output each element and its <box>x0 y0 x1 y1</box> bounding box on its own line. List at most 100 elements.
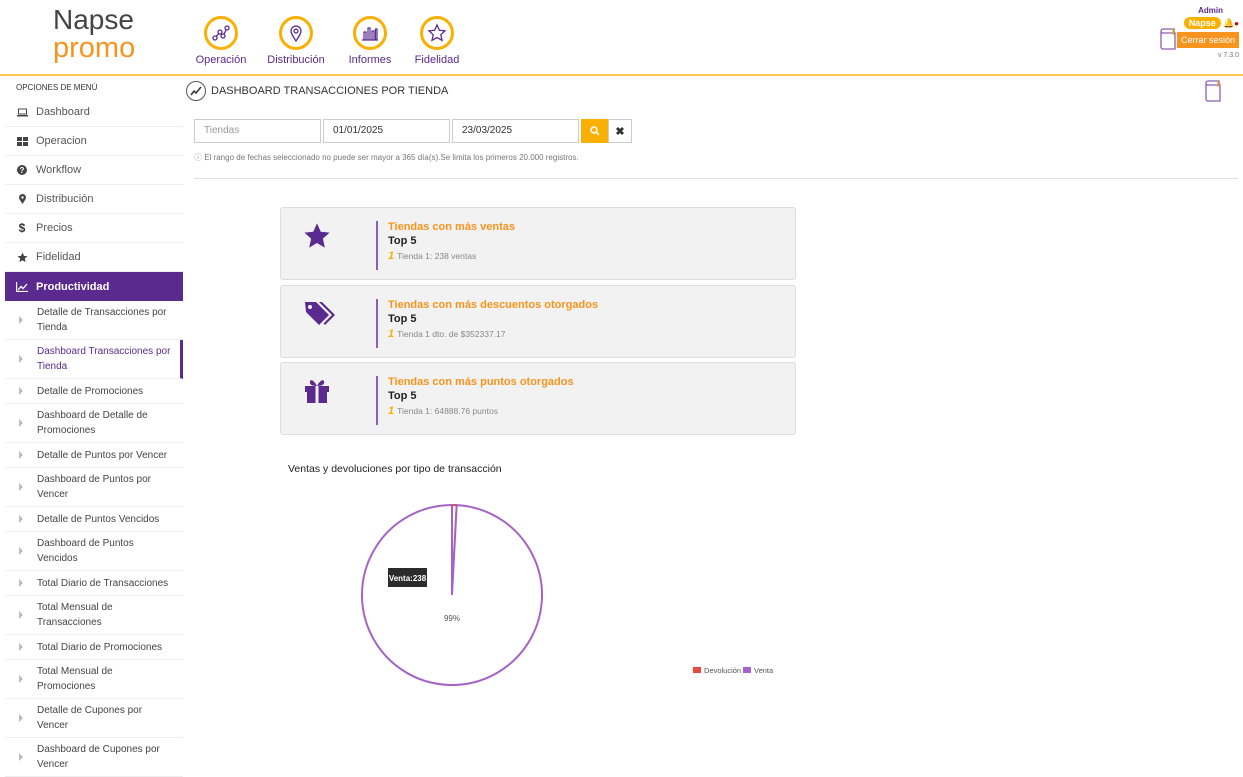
close-icon: ✖ <box>615 125 625 138</box>
book-icon[interactable] <box>1159 28 1177 55</box>
gift-icon <box>303 377 331 410</box>
sidebar: OPCIONES DE MENÚ Dashboard Operacion? Work… <box>5 78 183 777</box>
clear-button[interactable]: ✖ <box>608 119 632 143</box>
caret-right-icon <box>19 387 23 395</box>
grid-icon <box>16 136 28 146</box>
nav-distribucion[interactable]: Distribución <box>256 16 336 66</box>
card-detail: Tienda 1 dto. de $352337.17 <box>397 328 506 339</box>
caret-right-icon <box>19 515 23 523</box>
nav-label: Fidelidad <box>414 54 460 66</box>
caret-right-icon <box>19 753 23 761</box>
sidebar-item-label: Workflow <box>36 164 82 176</box>
nav-operacion[interactable]: Operación <box>181 16 261 66</box>
caret-right-icon <box>19 675 23 683</box>
version-label: v 7.3.0 <box>1217 52 1239 59</box>
summary-card: Tiendas con más puntos otorgados Top 5 1 Ti… <box>280 362 796 435</box>
submenu-item[interactable]: Dashboard de Cupones por Vencer <box>5 738 183 777</box>
legend-swatch <box>743 667 751 673</box>
svg-text:?: ? <box>20 166 25 175</box>
divider <box>194 178 1238 179</box>
book-icon[interactable] <box>1204 80 1222 107</box>
tags-icon <box>303 300 335 333</box>
bell-icon[interactable]: 🔔 <box>1222 18 1235 28</box>
legend-label[interactable]: Venta <box>754 666 774 675</box>
submenu-item[interactable]: Detalle de Promociones <box>5 379 183 404</box>
submenu-item[interactable]: Total Diario de Promociones <box>5 635 183 660</box>
bar-chart-icon <box>353 16 387 50</box>
submenu-label: Detalle de Puntos por Vencer <box>37 449 168 461</box>
sidebar-item-label: Operacion <box>36 135 87 147</box>
store-input[interactable]: Tiendas <box>194 119 321 143</box>
submenu-label: Detalle de Promociones <box>37 385 144 397</box>
submenu-item[interactable]: Detalle de Cupones por Vencer <box>5 699 183 738</box>
tooltip-text: Venta:238 <box>389 574 427 583</box>
sidebar-item-label: Dashboard <box>36 106 90 118</box>
pie-slice-venta[interactable] <box>361 503 543 686</box>
dollar-icon: $ <box>18 221 26 235</box>
submenu-item[interactable]: Detalle de Puntos Vencidos <box>5 507 183 532</box>
caret-right-icon <box>19 611 23 619</box>
submenu-label: Dashboard de Puntos por Vencer <box>37 474 151 500</box>
rank-number: 1 <box>388 405 395 417</box>
sidebar-title: OPCIONES DE MENÚ <box>16 83 98 92</box>
nav-fidelidad[interactable]: Fidelidad <box>397 16 477 66</box>
submenu-label: Total Mensual de Promociones <box>37 666 113 692</box>
sidebar-item-label: Precios <box>36 222 73 234</box>
date-to-input[interactable]: 23/03/2025 <box>452 119 579 143</box>
logo-text-1: Napse <box>53 4 134 35</box>
submenu-label: Total Diario de Promociones <box>37 641 163 653</box>
org-badge[interactable]: Napse <box>1183 17 1221 29</box>
sidebar-item-precios[interactable]: $ Precios <box>5 214 183 243</box>
sidebar-item-fidelidad[interactable]: Fidelidad <box>5 243 183 272</box>
submenu-label: Total Mensual de Transacciones <box>37 602 113 628</box>
submenu-item[interactable]: Dashboard de Detalle de Promociones <box>5 404 183 443</box>
filter-bar: Tiendas 01/01/2025 23/03/2025 ✖ <box>194 119 632 143</box>
card-title: Tiendas con más descuentos otorgados <box>388 298 599 311</box>
logo-text-2: promo <box>53 32 136 64</box>
submenu-item[interactable]: Dashboard de Puntos Vencidos <box>5 532 183 571</box>
submenu-item[interactable]: Total Mensual de Transacciones <box>5 596 183 635</box>
sidebar-item-productividad[interactable]: Productividad <box>5 272 183 301</box>
nav-informes[interactable]: Informes <box>330 16 410 66</box>
date-from-input[interactable]: 01/01/2025 <box>323 119 450 143</box>
search-button[interactable] <box>581 119 608 143</box>
sidebar-item-label: Productividad <box>36 280 110 293</box>
star-icon <box>420 16 454 50</box>
sidebar-item-operacion[interactable]: Operacion <box>5 127 183 156</box>
submenu-label: Dashboard de Cupones por Vencer <box>37 744 160 770</box>
card-detail: Tienda 1: 64888.76 puntos <box>397 406 498 416</box>
caret-right-icon <box>19 547 23 555</box>
chart-title: Ventas y devoluciones por tipo de transa… <box>288 463 502 475</box>
sidebar-item-dashboard[interactable]: Dashboard <box>5 98 183 127</box>
submenu-item[interactable]: Detalle de Transacciones por Tienda <box>5 301 183 340</box>
submenu-item[interactable]: Total Mensual de Promociones <box>5 660 183 699</box>
napse-promo-logo[interactable]: Napse promo <box>53 4 136 64</box>
card-detail: Tienda 1: 238 ventas <box>397 251 477 261</box>
nav-label: Operación <box>195 54 247 66</box>
nav-label: Distribución <box>267 54 325 66</box>
page-title-text: DASHBOARD TRANSACCIONES POR TIENDA <box>211 85 449 97</box>
rank-number: 1 <box>388 250 395 262</box>
legend-label[interactable]: Devolución <box>704 666 741 675</box>
submenu-item[interactable]: Detalle de Puntos por Vencer <box>5 443 183 468</box>
top-header: Napse promo Operación Distribución Infor… <box>0 0 1243 76</box>
submenu-item[interactable]: Dashboard de Puntos por Vencer <box>5 468 183 507</box>
graph-icon <box>204 16 238 50</box>
question-icon: ? <box>16 165 28 175</box>
legend-swatch <box>693 667 701 673</box>
sidebar-item-distribución[interactable]: Distribución <box>5 185 183 214</box>
sidebar-item-workflow[interactable]: ? Workflow <box>5 156 183 185</box>
card-subtitle: Top 5 <box>388 312 417 325</box>
rank-number: 1 <box>388 327 395 340</box>
submenu-item[interactable]: Total Diario de Transacciones <box>5 571 183 596</box>
submenu-item[interactable]: Dashboard Transacciones por Tienda <box>5 340 183 379</box>
submenu-label: Detalle de Transacciones por Tienda <box>37 307 167 333</box>
summary-card: Tiendas con más descuentos otorgados Top … <box>280 284 796 358</box>
laptop-icon <box>16 108 28 117</box>
card-title: Tiendas con más ventas <box>388 221 515 233</box>
logout-button[interactable]: Cerrar sesión <box>1176 32 1239 48</box>
caret-right-icon <box>19 714 23 722</box>
caret-right-icon <box>19 316 23 324</box>
alert-icon[interactable]: ● <box>1234 19 1239 28</box>
map-pin-icon <box>279 16 313 50</box>
